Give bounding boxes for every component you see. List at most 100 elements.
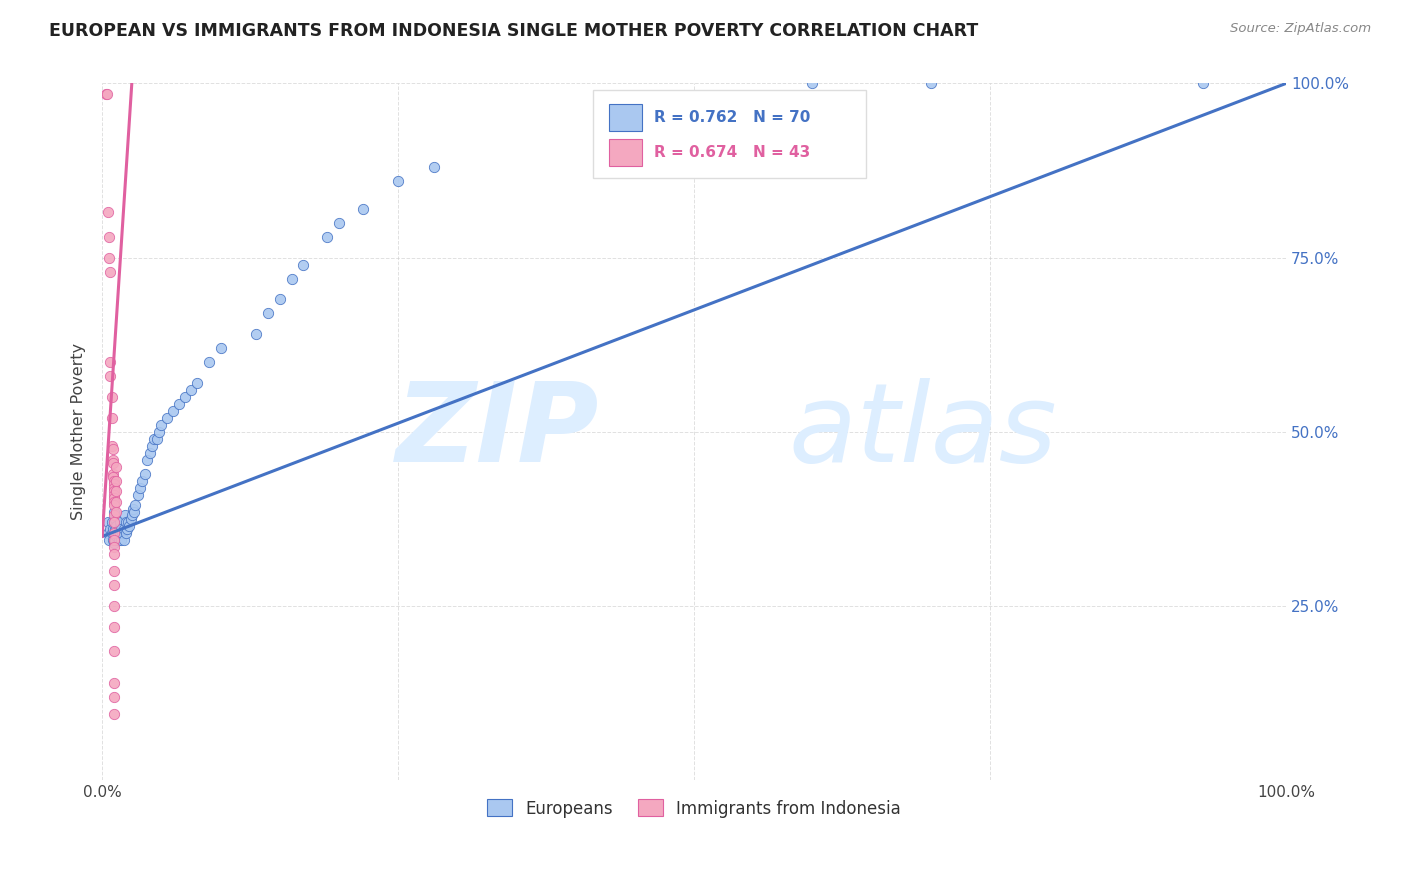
Point: [98, 533, 121, 547]
Point: [104, 523, 127, 537]
Point: [103, 508, 125, 523]
Point: [352, 202, 374, 216]
Point: [122, 501, 145, 516]
Point: [98, 251, 121, 265]
Point: [269, 293, 291, 307]
Point: [103, 516, 125, 530]
Point: [103, 525, 125, 540]
Point: [101, 523, 124, 537]
Point: [103, 578, 125, 592]
Point: [115, 516, 138, 530]
Point: [138, 446, 160, 460]
Point: [108, 516, 131, 530]
Point: [100, 525, 122, 540]
Point: [167, 397, 190, 411]
Point: [134, 467, 156, 481]
Legend: Europeans, Immigrants from Indonesia: Europeans, Immigrants from Indonesia: [481, 793, 908, 824]
Point: [114, 508, 136, 523]
Point: [103, 491, 125, 505]
Point: [97, 516, 120, 530]
Point: [118, 519, 141, 533]
Point: [103, 620, 125, 634]
Point: [107, 533, 129, 547]
Point: [180, 383, 202, 397]
Point: [110, 523, 132, 537]
Point: [105, 505, 128, 519]
Point: [387, 174, 409, 188]
Point: [105, 519, 128, 533]
Point: [103, 599, 125, 613]
Point: [156, 411, 179, 425]
Point: [101, 467, 124, 481]
Point: [131, 474, 153, 488]
Point: [98, 229, 121, 244]
Point: [127, 487, 149, 501]
Point: [101, 442, 124, 457]
Text: Source: ZipAtlas.com: Source: ZipAtlas.com: [1230, 22, 1371, 36]
Point: [96, 87, 118, 101]
Text: atlas: atlas: [789, 378, 1057, 485]
Point: [103, 540, 125, 554]
Point: [101, 533, 124, 547]
Point: [103, 547, 125, 561]
Point: [105, 494, 128, 508]
Point: [105, 474, 128, 488]
Point: [124, 498, 146, 512]
Point: [100, 523, 122, 537]
Point: [103, 707, 125, 722]
Point: [174, 390, 197, 404]
Point: [103, 481, 125, 495]
Point: [100, 264, 122, 278]
Point: [105, 529, 128, 543]
Point: [103, 536, 125, 550]
Point: [1192, 77, 1215, 91]
Point: [209, 341, 232, 355]
Point: [107, 523, 129, 537]
Point: [104, 533, 127, 547]
Point: [105, 484, 128, 499]
Point: [101, 470, 124, 484]
Point: [103, 477, 125, 491]
Point: [245, 327, 267, 342]
Text: R = 0.674   N = 43: R = 0.674 N = 43: [654, 145, 810, 160]
Point: [150, 417, 173, 432]
Point: [103, 564, 125, 578]
Text: ZIP: ZIP: [396, 378, 599, 485]
Point: [104, 512, 127, 526]
Y-axis label: Single Mother Poverty: Single Mother Poverty: [72, 343, 86, 520]
Point: [129, 481, 152, 495]
Text: EUROPEAN VS IMMIGRANTS FROM INDONESIA SINGLE MOTHER POVERTY CORRELATION CHART: EUROPEAN VS IMMIGRANTS FROM INDONESIA SI…: [49, 22, 979, 40]
Point: [120, 512, 142, 526]
Point: [100, 439, 122, 453]
Point: [115, 523, 138, 537]
Point: [197, 355, 219, 369]
Point: [122, 505, 145, 519]
Point: [103, 690, 125, 704]
Point: [97, 205, 120, 219]
FancyBboxPatch shape: [609, 139, 643, 166]
Point: [111, 525, 134, 540]
Point: [100, 516, 122, 530]
Point: [103, 484, 125, 499]
Point: [103, 505, 125, 519]
Point: [103, 533, 125, 547]
Point: [105, 459, 128, 474]
Point: [112, 533, 135, 547]
Point: [292, 258, 315, 272]
Point: [100, 411, 122, 425]
Point: [145, 432, 167, 446]
Point: [103, 675, 125, 690]
FancyBboxPatch shape: [609, 104, 643, 131]
Point: [100, 355, 122, 369]
Point: [103, 516, 125, 530]
Point: [103, 487, 125, 501]
Point: [101, 456, 124, 470]
Point: [801, 77, 824, 91]
Point: [257, 306, 280, 320]
Point: [103, 525, 125, 540]
Text: R = 0.762   N = 70: R = 0.762 N = 70: [654, 110, 810, 125]
Point: [148, 425, 170, 439]
Point: [100, 369, 122, 384]
Point: [112, 523, 135, 537]
Point: [94, 87, 117, 101]
